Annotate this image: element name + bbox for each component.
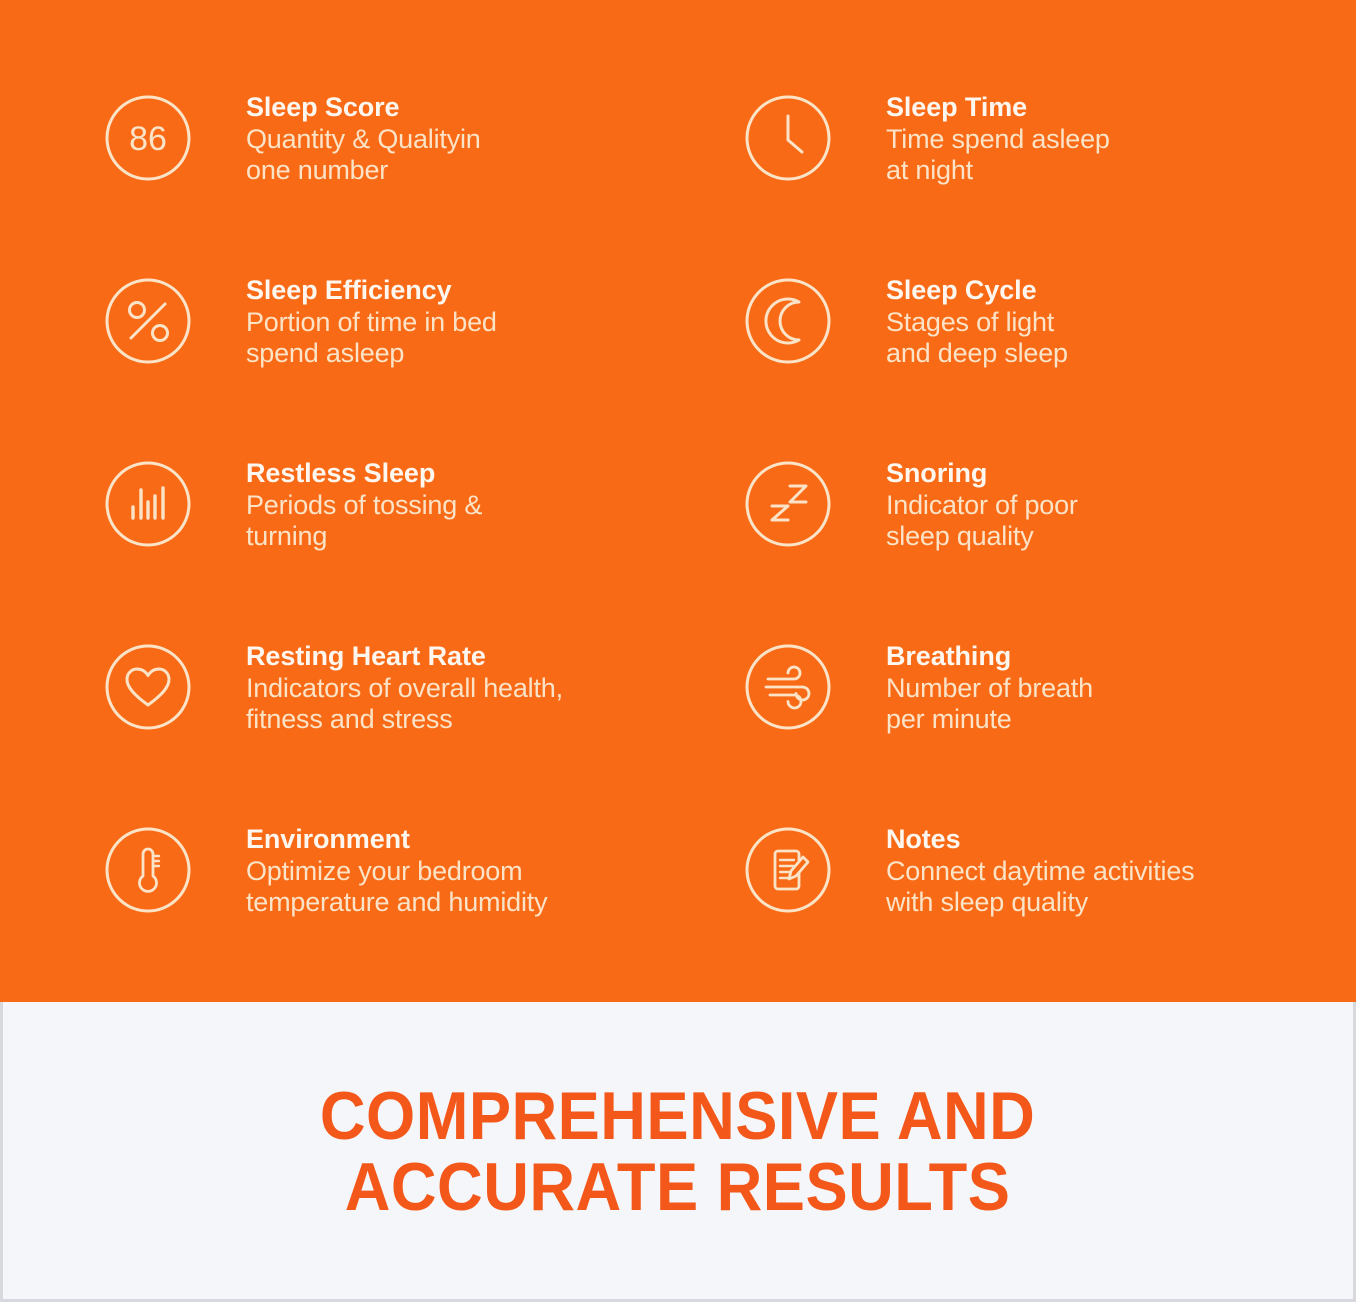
feature-text: Sleep Score Quantity & Qualityin one num… — [246, 86, 481, 187]
feature-description: Optimize your bedroom temperature and hu… — [246, 855, 548, 918]
feature-title: Breathing — [886, 641, 1012, 671]
feature-title: Sleep Time — [886, 92, 1028, 122]
sleep-score-86-icon: 86 — [104, 86, 200, 182]
frame-border-right — [1353, 1002, 1356, 1302]
feature-description: Time spend asleep at night — [886, 123, 1110, 186]
feature-title: Environment — [246, 824, 410, 854]
headline-band: COMPREHENSIVE AND ACCURATE RESULTS — [0, 1002, 1356, 1302]
feature-title: Sleep Cycle — [886, 275, 1037, 305]
feature-text: Sleep Efficiency Portion of time in bed … — [246, 269, 497, 370]
feature-notes[interactable]: Notes Connect daytime activities with sl… — [744, 818, 1304, 1001]
frame-border-bottom — [0, 1299, 1356, 1302]
feature-title: Snoring — [886, 458, 988, 488]
feature-resting-heart-rate[interactable]: Resting Heart Rate Indicators of overall… — [104, 635, 744, 818]
feature-restless-sleep[interactable]: Restless Sleep Periods of tossing & turn… — [104, 452, 744, 635]
feature-description: Number of breath per minute — [886, 672, 1093, 735]
feature-title: Sleep Efficiency — [246, 275, 452, 305]
feature-description: Portion of time in bed spend asleep — [246, 306, 497, 369]
feature-description: Indicator of poor sleep quality — [886, 489, 1078, 552]
feature-text: Breathing Number of breath per minute — [886, 635, 1093, 736]
feature-sleep-score[interactable]: 86 Sleep Score Quantity & Qualityin one … — [104, 86, 744, 269]
svg-text:86: 86 — [129, 120, 167, 158]
wind-breath-icon — [744, 635, 840, 731]
feature-description: Connect daytime activities with sleep qu… — [886, 855, 1195, 918]
feature-title: Notes — [886, 824, 961, 854]
headline-text: COMPREHENSIVE AND ACCURATE RESULTS — [320, 1078, 1036, 1225]
feature-text: Snoring Indicator of poor sleep quality — [886, 452, 1078, 553]
frame-border-left — [0, 1002, 3, 1302]
features-grid: 86 Sleep Score Quantity & Qualityin one … — [104, 86, 1304, 1001]
feature-text: Restless Sleep Periods of tossing & turn… — [246, 452, 482, 553]
feature-text: Resting Heart Rate Indicators of overall… — [246, 635, 563, 736]
heart-icon — [104, 635, 200, 731]
feature-title: Restless Sleep — [246, 458, 436, 488]
bar-chart-icon — [104, 452, 200, 548]
feature-text: Sleep Cycle Stages of light and deep sle… — [886, 269, 1068, 370]
feature-title: Resting Heart Rate — [246, 641, 486, 671]
features-orange-panel: 86 Sleep Score Quantity & Qualityin one … — [0, 0, 1356, 1002]
snore-zz-icon — [744, 452, 840, 548]
thermometer-icon — [104, 818, 200, 914]
feature-sleep-efficiency[interactable]: Sleep Efficiency Portion of time in bed … — [104, 269, 744, 452]
feature-snoring[interactable]: Snoring Indicator of poor sleep quality — [744, 452, 1304, 635]
notepad-pencil-icon — [744, 818, 840, 914]
feature-environment[interactable]: Environment Optimize your bedroom temper… — [104, 818, 744, 1001]
feature-text: Sleep Time Time spend asleep at night — [886, 86, 1110, 187]
feature-breathing[interactable]: Breathing Number of breath per minute — [744, 635, 1304, 818]
crescent-moon-icon — [744, 269, 840, 365]
feature-description: Stages of light and deep sleep — [886, 306, 1068, 369]
feature-title: Sleep Score — [246, 92, 400, 122]
percent-icon — [104, 269, 200, 365]
feature-description: Periods of tossing & turning — [246, 489, 483, 552]
feature-sleep-time[interactable]: Sleep Time Time spend asleep at night — [744, 86, 1304, 269]
feature-text: Notes Connect daytime activities with sl… — [886, 818, 1195, 919]
feature-description: Quantity & Qualityin one number — [246, 123, 481, 186]
clock-icon — [744, 86, 840, 182]
feature-text: Environment Optimize your bedroom temper… — [246, 818, 548, 919]
feature-sleep-cycle[interactable]: Sleep Cycle Stages of light and deep sle… — [744, 269, 1304, 452]
feature-description: Indicators of overall health, fitness an… — [246, 672, 563, 735]
